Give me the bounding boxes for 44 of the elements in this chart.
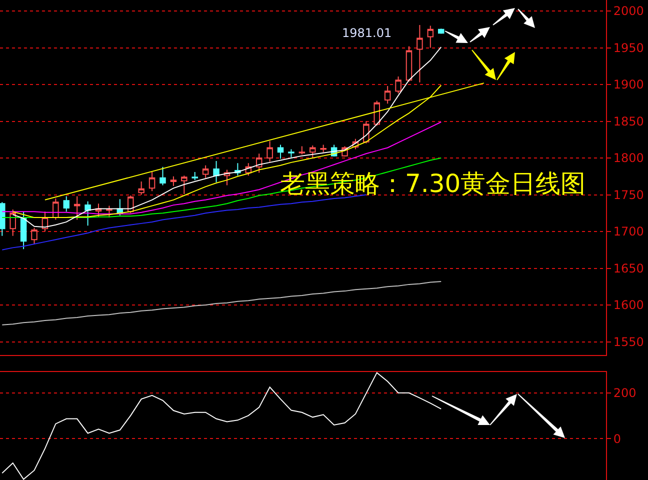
candlestick: [148, 171, 156, 192]
candlestick: [213, 160, 220, 183]
candlestick: [298, 146, 306, 155]
candlestick: [74, 196, 80, 220]
candlestick: [31, 227, 38, 245]
y-tick-label: 1800: [613, 151, 644, 166]
candlestick: [138, 181, 144, 196]
y-tick-label: 1850: [613, 114, 644, 128]
y-tick-label: 1600: [613, 298, 644, 312]
annotation: 1981.01: [342, 26, 392, 40]
candlestick: [160, 166, 166, 186]
y-tick-label: 200: [613, 386, 636, 400]
candlestick: [320, 144, 326, 153]
candlestick: [202, 164, 209, 178]
y-tick-label: 2000: [613, 4, 644, 18]
y-tick-label: 1650: [613, 261, 644, 276]
y-tick-label: 1750: [613, 188, 644, 202]
candlestick: [310, 145, 316, 159]
candlestick: [170, 176, 177, 186]
candlestick: [0, 202, 6, 236]
candlestick: [63, 196, 70, 212]
candlestick: [256, 153, 262, 174]
y-tick-label: 1550: [613, 334, 644, 349]
y-tick-label: 1900: [613, 78, 644, 92]
line-series: [2, 372, 442, 480]
candlestick: [106, 205, 112, 218]
candlestick: [192, 171, 198, 181]
candlestick: [288, 148, 294, 158]
candlestick: [181, 175, 188, 195]
candlestick: [384, 85, 391, 104]
candlestick: [84, 200, 91, 226]
candlestick: [266, 140, 273, 162]
candlestick: [406, 46, 412, 82]
y-tick-label: 1700: [613, 224, 644, 239]
candlestick: [427, 25, 434, 48]
y-tick-label: 1950: [613, 40, 644, 55]
candlestick: [416, 24, 423, 83]
candlestick: [10, 208, 16, 236]
line-series: [2, 194, 367, 250]
candlestick: [52, 198, 59, 220]
candlestick: [395, 76, 402, 94]
y-tick-label: 0: [613, 432, 622, 446]
candlestick: [277, 144, 284, 160]
line-series: [2, 281, 442, 326]
